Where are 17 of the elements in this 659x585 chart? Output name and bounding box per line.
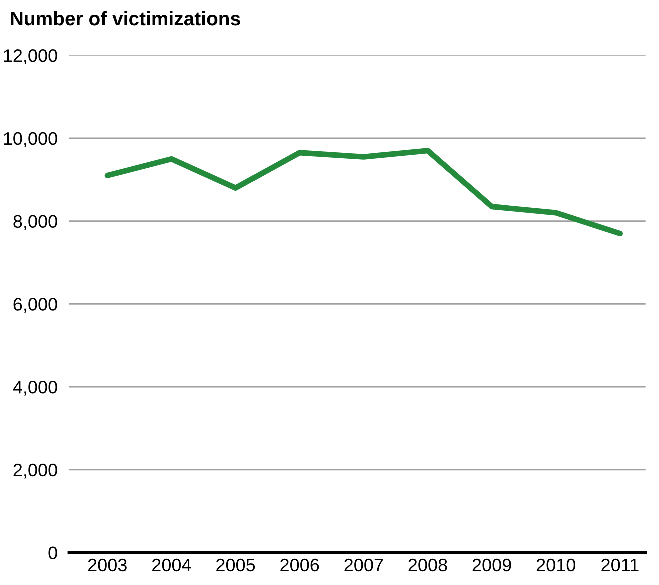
y-tick-label: 2,000 xyxy=(14,464,58,479)
chart-title: Number of victimizations xyxy=(11,11,240,26)
x-tick-label: 2005 xyxy=(216,558,256,572)
x-tick-label: 2009 xyxy=(472,558,512,572)
x-tick-label: 2008 xyxy=(408,558,448,572)
x-tick-label: 2011 xyxy=(602,558,639,572)
y-tick-label: 0 xyxy=(48,546,58,560)
x-tick-label: 2007 xyxy=(344,558,384,572)
x-tick-label: 2006 xyxy=(280,558,320,572)
x-tick-label: 2004 xyxy=(152,558,192,572)
y-tick-label: 8,000 xyxy=(14,215,58,230)
y-tick-label: 6,000 xyxy=(14,298,58,314)
y-tick-label: 10,000 xyxy=(4,132,58,148)
x-tick-label: 2003 xyxy=(88,558,127,572)
y-tick-label: 12,000 xyxy=(4,50,58,64)
x-tick-label: 2010 xyxy=(536,558,576,572)
y-tick-label: 4,000 xyxy=(13,381,58,396)
